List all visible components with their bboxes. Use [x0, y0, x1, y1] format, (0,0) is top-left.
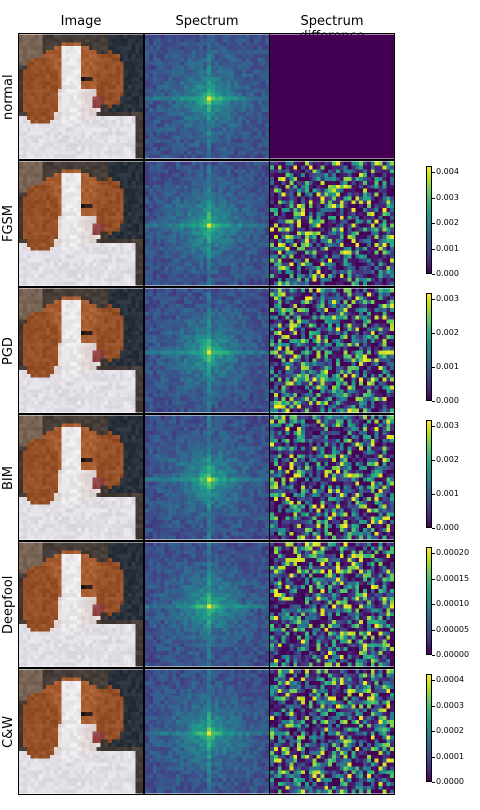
colorbar — [426, 166, 432, 274]
row-label: C&W — [1, 715, 16, 748]
spectrum-panel — [144, 287, 270, 414]
spectrum-difference-panel — [269, 33, 395, 160]
colorbar-tick-mark — [432, 367, 435, 369]
puppy-image — [19, 288, 143, 413]
colorbar-tick-mark — [432, 223, 435, 225]
colorbar-tick-label: 0.0003 — [436, 700, 464, 710]
colorbar-tick-mark — [432, 756, 435, 758]
colorbar-tick-label: 0.002 — [436, 455, 459, 465]
spectrum-heatmap — [145, 34, 269, 159]
colorbar-tick-mark — [432, 629, 435, 631]
colorbar-tick-mark — [432, 172, 435, 174]
image-panel — [18, 414, 144, 541]
row-label: BIM — [1, 465, 16, 490]
spectrum-heatmap — [145, 669, 269, 794]
colorbar — [426, 293, 432, 401]
colorbar-tick-mark — [432, 553, 435, 555]
column-title: Spectrum — [175, 14, 239, 29]
spectrum-difference-panel — [269, 160, 395, 287]
spectrum-panel — [144, 160, 270, 287]
colorbar-tick-mark — [432, 680, 435, 682]
puppy-image — [19, 161, 143, 286]
colorbar-tick-mark — [432, 494, 435, 496]
colorbar-tick-mark — [432, 401, 435, 402]
spectrum-panel — [144, 668, 270, 795]
colorbar-tick-label: 0.00010 — [436, 599, 470, 609]
colorbar-tick-mark — [432, 528, 435, 529]
row-label: Deepfool — [1, 575, 16, 634]
column-title: Image — [60, 14, 102, 29]
spectrum-difference-panel — [269, 668, 395, 795]
colorbar — [426, 547, 432, 655]
spectrum-difference-heatmap — [270, 288, 394, 413]
spectrum-panel — [144, 33, 270, 160]
spectrum-heatmap — [145, 542, 269, 667]
spectrum-panel — [144, 414, 270, 541]
row-label: FGSM — [1, 204, 16, 242]
colorbar-tick-mark — [432, 782, 435, 783]
colorbar-tick-mark — [432, 299, 435, 301]
colorbar-tick-mark — [432, 655, 435, 656]
spectrum-difference-heatmap — [270, 34, 394, 159]
colorbar-tick-label: 0.00000 — [436, 650, 470, 659]
spectrum-difference-heatmap — [270, 161, 394, 286]
image-panel — [18, 668, 144, 795]
puppy-image — [19, 669, 143, 794]
colorbar-tick-mark — [432, 274, 435, 275]
puppy-image — [19, 415, 143, 540]
colorbar-tick-label: 0.0000 — [436, 777, 464, 786]
spectrum-heatmap — [145, 161, 269, 286]
colorbar-tick-mark — [432, 731, 435, 733]
colorbar-tick-mark — [432, 460, 435, 462]
colorbar-tick-label: 0.003 — [436, 421, 459, 431]
colorbar-tick-mark — [432, 578, 435, 580]
row-label: normal — [1, 73, 16, 120]
colorbar-tick-label: 0.0004 — [436, 675, 464, 685]
colorbar-tick-label: 0.00015 — [436, 573, 470, 583]
colorbar-tick-mark — [432, 426, 435, 428]
spectrum-difference-panel — [269, 287, 395, 414]
spectrum-panel — [144, 541, 270, 668]
colorbar-tick-mark — [432, 604, 435, 606]
colorbar-tick-mark — [432, 197, 435, 199]
colorbar-tick-label: 0.0002 — [436, 726, 464, 736]
colorbar-tick-label: 0.000 — [436, 269, 459, 278]
spectrum-difference-heatmap — [270, 542, 394, 667]
colorbar-tick-label: 0.001 — [436, 362, 459, 372]
colorbar-tick-mark — [432, 705, 435, 707]
colorbar-tick-mark — [432, 333, 435, 335]
colorbar — [426, 674, 432, 782]
spectrum-heatmap — [145, 415, 269, 540]
spectrum-heatmap — [145, 288, 269, 413]
puppy-image — [19, 542, 143, 667]
colorbar-tick-label: 0.003 — [436, 192, 459, 202]
image-panel — [18, 541, 144, 668]
colorbar-tick-label: 0.000 — [436, 523, 459, 532]
puppy-image — [19, 34, 143, 159]
colorbar-tick-label: 0.00005 — [436, 624, 470, 634]
image-panel — [18, 33, 144, 160]
spectrum-difference-heatmap — [270, 669, 394, 794]
colorbar-tick-label: 0.000 — [436, 396, 459, 405]
colorbar-tick-label: 0.00020 — [436, 548, 470, 558]
colorbar-tick-mark — [432, 248, 435, 250]
colorbar — [426, 420, 432, 528]
colorbar-tick-label: 0.002 — [436, 328, 459, 338]
spectrum-difference-panel — [269, 541, 395, 668]
colorbar-tick-label: 0.004 — [436, 167, 459, 177]
colorbar-tick-label: 0.001 — [436, 489, 459, 499]
colorbar-tick-label: 0.003 — [436, 294, 459, 304]
spectrum-difference-panel — [269, 414, 395, 541]
image-panel — [18, 287, 144, 414]
colorbar-tick-label: 0.0001 — [436, 751, 464, 761]
image-panel — [18, 160, 144, 287]
colorbar-tick-label: 0.002 — [436, 218, 459, 228]
spectrum-difference-heatmap — [270, 415, 394, 540]
row-label: PGD — [1, 336, 16, 365]
colorbar-tick-label: 0.001 — [436, 243, 459, 253]
